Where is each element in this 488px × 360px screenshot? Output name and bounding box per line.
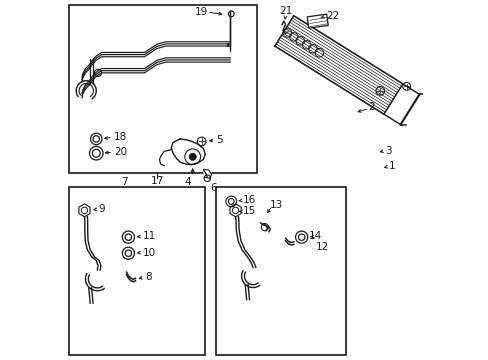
Text: 11: 11 <box>142 231 156 242</box>
Text: 8: 8 <box>145 272 151 282</box>
Text: 7: 7 <box>122 177 128 187</box>
Text: 4: 4 <box>183 177 190 187</box>
Text: 2: 2 <box>367 102 374 112</box>
Text: 21: 21 <box>278 6 292 17</box>
Text: 3: 3 <box>385 146 391 156</box>
Text: 10: 10 <box>142 248 156 257</box>
Bar <box>69 5 257 173</box>
Text: 17: 17 <box>150 176 163 186</box>
Text: 15: 15 <box>242 206 255 216</box>
Text: 20: 20 <box>114 147 127 157</box>
Text: 12: 12 <box>315 242 328 252</box>
Bar <box>216 187 346 355</box>
Text: 16: 16 <box>242 195 255 205</box>
Text: 19: 19 <box>195 7 208 17</box>
Text: 14: 14 <box>308 231 322 242</box>
Polygon shape <box>203 169 211 178</box>
Bar <box>69 187 205 355</box>
Text: 5: 5 <box>216 135 222 145</box>
Text: 22: 22 <box>326 11 339 21</box>
Text: 1: 1 <box>388 161 395 171</box>
Text: 18: 18 <box>114 132 127 142</box>
Text: 6: 6 <box>210 183 216 193</box>
Text: 9: 9 <box>98 204 104 214</box>
Text: 13: 13 <box>269 200 282 210</box>
Circle shape <box>189 153 196 160</box>
Bar <box>306 14 327 28</box>
